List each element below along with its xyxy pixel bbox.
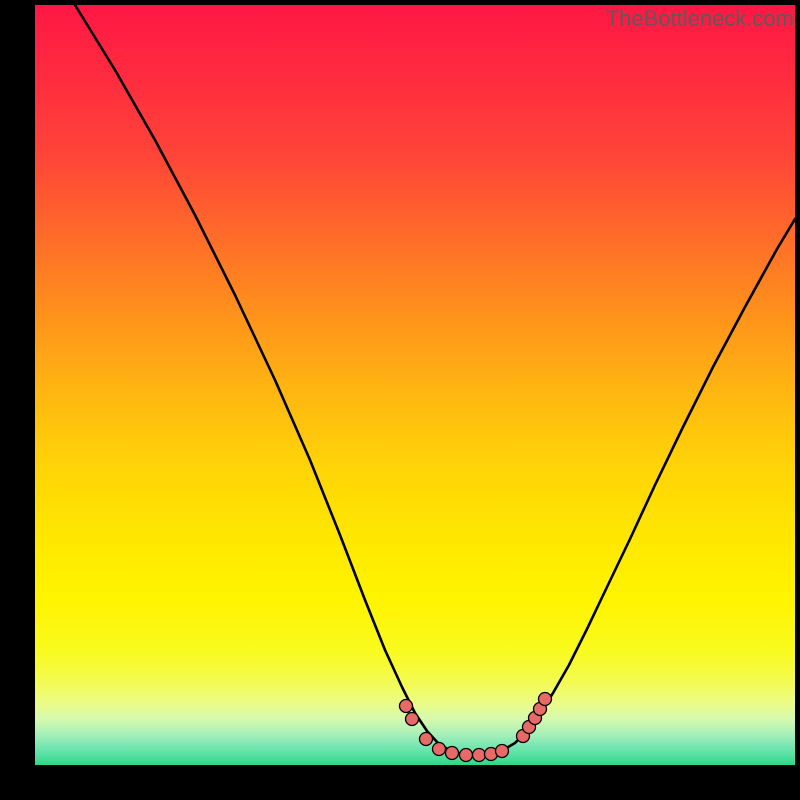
plot-area <box>35 5 795 765</box>
data-marker <box>406 713 419 726</box>
data-marker <box>460 749 473 762</box>
data-marker <box>539 693 552 706</box>
watermark-text: TheBottleneck.com <box>606 6 794 32</box>
data-marker <box>473 749 486 762</box>
gradient-background <box>35 5 795 765</box>
data-marker <box>496 745 509 758</box>
data-marker <box>446 747 459 760</box>
data-marker <box>420 733 433 746</box>
data-marker <box>400 700 413 713</box>
figure-canvas: TheBottleneck.com <box>0 0 800 800</box>
data-marker <box>433 743 446 756</box>
chart-svg <box>35 5 795 765</box>
